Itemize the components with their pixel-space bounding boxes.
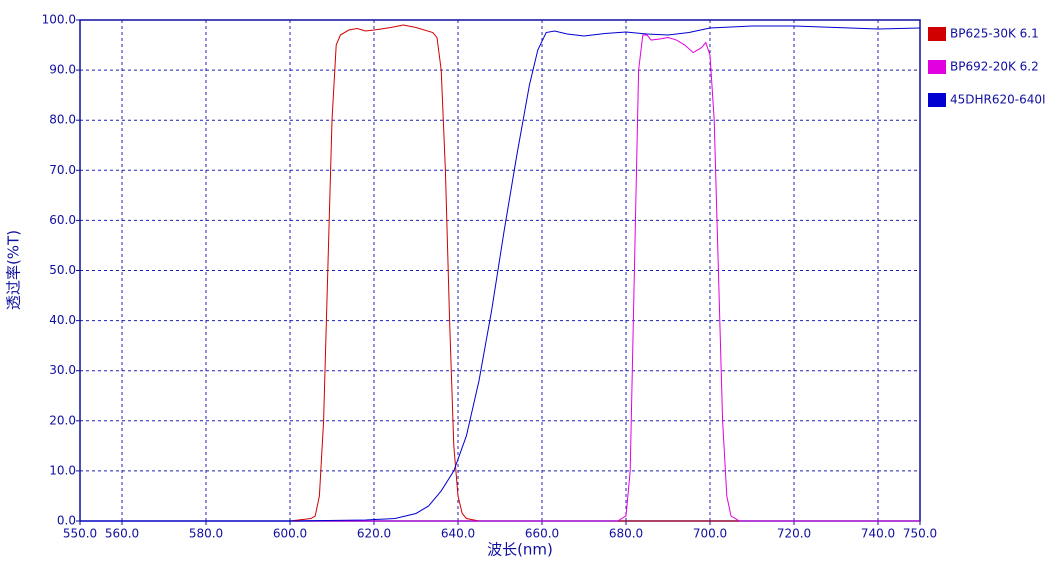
x-tick-label: 550.0: [63, 527, 97, 541]
x-tick-label: 750.0: [903, 527, 937, 541]
x-tick-label: 580.0: [189, 527, 223, 541]
y-tick-label: 20.0: [49, 413, 76, 427]
y-tick-label: 30.0: [49, 363, 76, 377]
x-tick-label: 660.0: [525, 527, 559, 541]
legend-swatch: [928, 60, 946, 74]
legend-label: BP692-20K 6.2: [950, 60, 1039, 74]
series-line: [80, 24, 920, 522]
y-axis-label: 透过率(%T): [5, 230, 23, 310]
x-tick-label: 720.0: [777, 527, 811, 541]
x-tick-label: 600.0: [273, 527, 307, 541]
legend-swatch: [928, 27, 946, 41]
x-axis-label: 波长(nm): [487, 541, 553, 559]
x-tick-label: 740.0: [861, 527, 895, 541]
y-tick-label: 50.0: [49, 263, 76, 277]
y-tick-label: 40.0: [49, 313, 76, 327]
x-tick-label: 620.0: [357, 527, 391, 541]
legend-label: BP625-30K 6.1: [950, 27, 1039, 41]
legend-label: 45DHR620-640I: [950, 93, 1046, 107]
y-tick-label: 10.0: [49, 463, 76, 477]
series-line: [80, 34, 920, 522]
y-tick-label: 80.0: [49, 113, 76, 127]
y-tick-label: 0.0: [57, 514, 76, 528]
y-tick-label: 100.0: [42, 13, 76, 27]
series-line: [80, 25, 921, 522]
x-tick-label: 640.0: [441, 527, 475, 541]
y-tick-label: 90.0: [49, 63, 76, 77]
x-tick-label: 700.0: [693, 527, 727, 541]
y-tick-label: 60.0: [49, 213, 76, 227]
y-tick-label: 70.0: [49, 163, 76, 177]
x-tick-label: 680.0: [609, 527, 643, 541]
x-tick-label: 560.0: [105, 527, 139, 541]
legend-swatch: [928, 93, 946, 107]
